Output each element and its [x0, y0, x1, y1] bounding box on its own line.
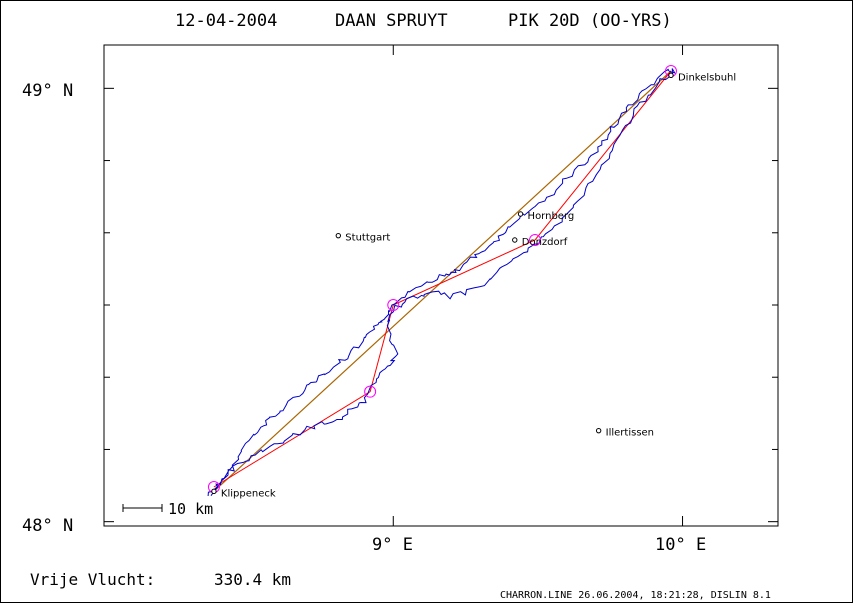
town-label: Stuttgart — [345, 233, 390, 244]
scale-bar-label: 10 km — [168, 500, 213, 518]
town-label: Dinkelsbuhl — [678, 72, 736, 83]
turnpoint-circle — [364, 385, 377, 398]
town-marker: Stuttgart — [335, 232, 390, 244]
glider-name: PIK 20D (OO-YRS) — [508, 11, 672, 31]
town-dot — [211, 488, 217, 495]
town-label: Donzdorf — [522, 237, 568, 248]
turnpoint-circle — [387, 299, 400, 311]
plot-area — [103, 44, 779, 527]
direct-line — [213, 70, 672, 492]
pilot-name: DAAN SPRUYT — [335, 11, 448, 31]
town-marker: Dinkelsbuhl — [668, 72, 736, 83]
town-dot — [335, 232, 342, 239]
town-label: Klippeneck — [221, 488, 276, 499]
x-tick-label-9e: 9° E — [372, 535, 413, 555]
flight-track — [207, 68, 676, 497]
town-marker: Donzdorf — [512, 237, 568, 248]
town-dot — [595, 427, 602, 434]
flight-date: 12-04-2004 — [175, 11, 277, 31]
town-label: Illertissen — [606, 428, 654, 439]
town-dot — [512, 237, 518, 243]
town-marker: Klippeneck — [211, 488, 276, 499]
free-flight-label: Vrije Vlucht: — [30, 570, 155, 589]
y-tick-label-49n: 49° N — [22, 81, 73, 101]
x-tick-label-10e: 10° E — [655, 535, 706, 555]
scale-bar: 10 km — [122, 500, 213, 518]
free-flight-value: 330.4 km — [214, 570, 291, 589]
town-marker: Illertissen — [595, 427, 654, 439]
credits-text: CHARRON.LINE 26.06.2004, 18:21:28, DISLI… — [500, 590, 771, 601]
town-dot — [517, 211, 524, 217]
axis-ticks — [103, 45, 778, 526]
town-dot — [668, 72, 674, 79]
turnpoint-circle — [529, 234, 542, 246]
town-label: Hornberg — [528, 211, 575, 222]
town-marker: Hornberg — [517, 211, 575, 222]
y-tick-label-48n: 48° N — [22, 516, 73, 536]
map-layer: Dinkelsbuhl Hornberg Stuttgart Donzdorf Ille… — [207, 65, 736, 499]
